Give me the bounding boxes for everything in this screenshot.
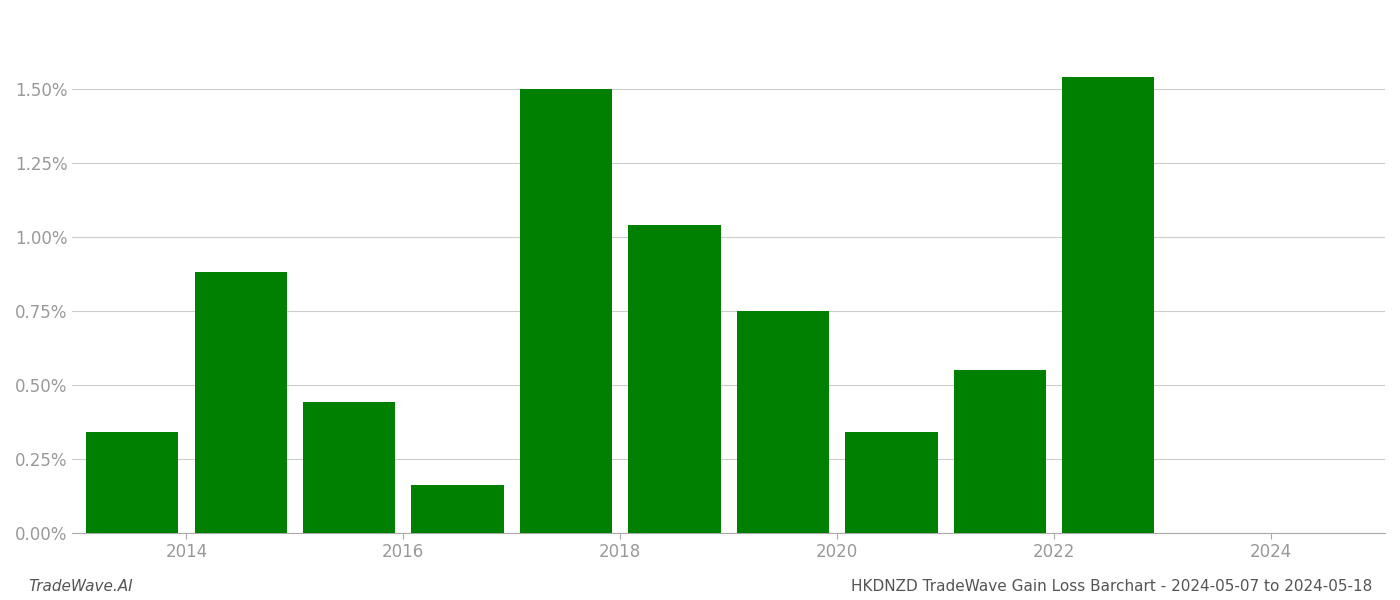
Bar	[1063, 77, 1155, 533]
Bar	[412, 485, 504, 533]
Bar	[302, 403, 395, 533]
Bar	[953, 370, 1046, 533]
Bar	[85, 432, 178, 533]
Bar	[846, 432, 938, 533]
Text: TradeWave.AI: TradeWave.AI	[28, 579, 133, 594]
Bar	[629, 225, 721, 533]
Bar	[519, 89, 612, 533]
Bar	[195, 272, 287, 533]
Bar	[736, 311, 829, 533]
Text: HKDNZD TradeWave Gain Loss Barchart - 2024-05-07 to 2024-05-18: HKDNZD TradeWave Gain Loss Barchart - 20…	[851, 579, 1372, 594]
